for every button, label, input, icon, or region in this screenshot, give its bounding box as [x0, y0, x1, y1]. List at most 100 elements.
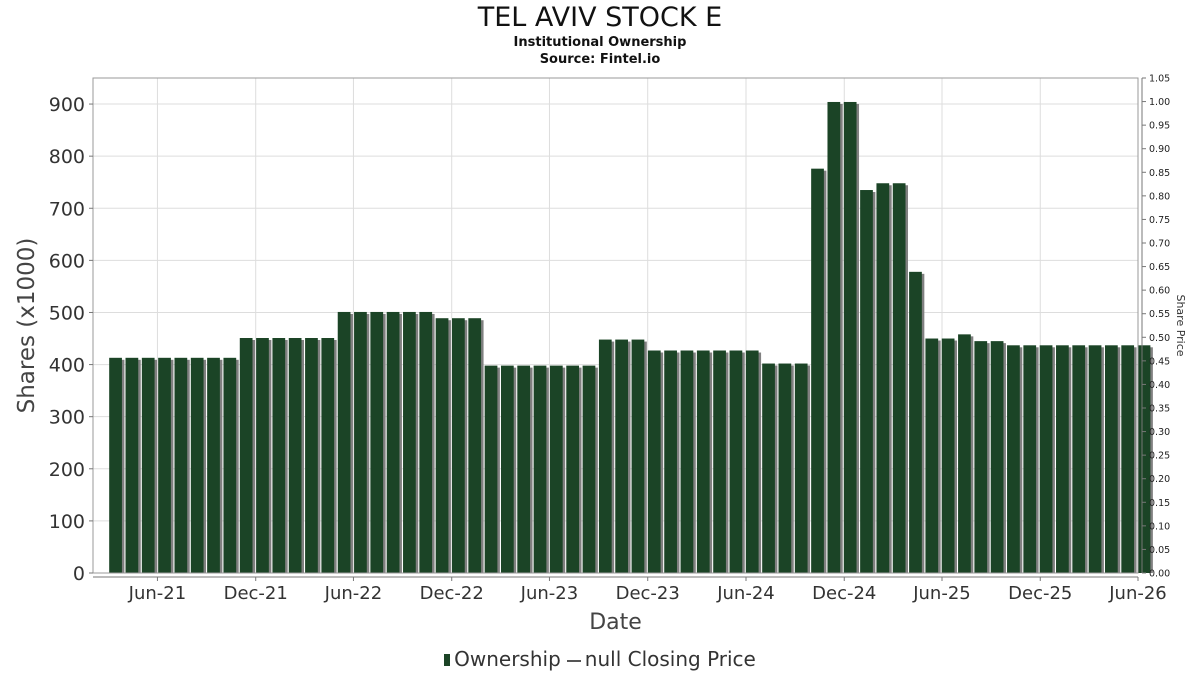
- y2-tick-label: 0.55: [1149, 309, 1170, 320]
- x-tick-label: Dec-22: [420, 583, 484, 604]
- x-tick-label: Jun-22: [324, 583, 383, 604]
- bar: [860, 190, 873, 574]
- bar: [500, 365, 514, 573]
- y2-tick-label: 0.00: [1149, 569, 1170, 580]
- y2-tick-label: 0.80: [1149, 191, 1170, 202]
- x-tick-label: Jun-24: [716, 583, 775, 604]
- y2-tick-label: 1.05: [1149, 74, 1170, 85]
- chart-title: TEL AVIV STOCK E: [477, 2, 723, 33]
- y-tick-label: 600: [49, 250, 85, 272]
- bar: [843, 101, 857, 574]
- x-tick-label: Jun-26: [1108, 583, 1167, 604]
- bar: [109, 357, 122, 573]
- y2-axis-label: Share Price: [1174, 294, 1187, 356]
- bar: [207, 357, 220, 573]
- bar: [1007, 345, 1020, 573]
- legend-ownership-swatch: [444, 654, 451, 666]
- legend-price-line: [566, 659, 581, 662]
- legend-ownership-label: Ownership: [454, 647, 561, 671]
- y-axis: 0 100 200 300 400 500 600 700 800 900: [49, 94, 93, 585]
- y2-tick-label: 0.35: [1149, 404, 1170, 415]
- y2-tick-label: 0.45: [1149, 356, 1170, 367]
- bar: [403, 311, 416, 573]
- y-axis-label: Shares (x1000): [14, 238, 40, 414]
- bar: [1137, 345, 1151, 573]
- y2-tick-label: 0.20: [1149, 474, 1170, 485]
- bar: [794, 363, 808, 573]
- legend-price-label: null Closing Price: [584, 647, 756, 671]
- bar: [256, 338, 269, 573]
- y-tick-label: 400: [49, 355, 85, 377]
- bar: [239, 338, 253, 573]
- bar: [517, 365, 531, 573]
- bar: [664, 350, 677, 573]
- y2-tick-label: 0.65: [1149, 262, 1170, 273]
- x-tick-label: Jun-23: [520, 583, 579, 604]
- bar: [354, 311, 367, 573]
- bar: [925, 338, 939, 573]
- bar: [958, 334, 971, 573]
- y2-tick-label: 0.85: [1149, 168, 1170, 179]
- legend: Ownership null Closing Price: [0, 647, 1200, 671]
- y2-tick-label: 0.90: [1149, 144, 1170, 155]
- y-tick-label: 100: [49, 511, 85, 533]
- x-tick-label: Jun-25: [912, 583, 971, 604]
- y-tick-label: 0: [73, 563, 85, 585]
- y2-tick-label: 0.10: [1149, 521, 1170, 532]
- bar: [435, 318, 449, 573]
- bar: [974, 341, 988, 573]
- bar: [468, 318, 482, 573]
- y-tick-label: 700: [49, 198, 85, 220]
- x-tick-label: Dec-25: [1008, 583, 1072, 604]
- bar: [696, 350, 710, 573]
- bar: [321, 338, 335, 573]
- y2-tick-label: 0.50: [1149, 333, 1170, 344]
- bar: [680, 350, 694, 573]
- x-axis: Jun-21 Dec-21 Jun-22 Dec-22 Jun-23 Dec-23 Jun-…: [93, 576, 1167, 604]
- bar: [778, 363, 792, 573]
- bar: [484, 365, 498, 573]
- bar: [386, 311, 400, 573]
- bar: [990, 341, 1004, 573]
- y2-tick-label: 0.70: [1149, 239, 1170, 250]
- y-tick-label: 900: [49, 94, 85, 116]
- bar: [223, 357, 237, 573]
- y2-tick-label: 0.25: [1149, 451, 1170, 462]
- y-tick-label: 800: [49, 146, 85, 168]
- bar: [190, 357, 204, 573]
- bar: [549, 365, 563, 573]
- bar: [1104, 345, 1118, 573]
- y2-tick-label: 0.75: [1149, 215, 1170, 226]
- bar: [158, 357, 171, 573]
- x-tick-label: Jun-21: [128, 583, 187, 604]
- chart-subtitle: Institutional Ownership: [513, 35, 687, 50]
- y2-tick-label: 0.05: [1149, 545, 1170, 556]
- bar: [272, 338, 286, 573]
- bar-series: [109, 101, 1153, 574]
- bar: [598, 339, 612, 573]
- y-tick-label: 300: [49, 407, 85, 429]
- bar: [892, 183, 906, 573]
- bar: [647, 350, 661, 573]
- ownership-chart: 0 100 200 300 400 500 600 700 800 900 0.00 0.05 0.1…: [14, 74, 1187, 636]
- plot-frame: [92, 77, 1139, 574]
- bar: [533, 365, 547, 573]
- bar: [762, 363, 775, 573]
- y-tick-label: 500: [49, 302, 85, 324]
- x-tick-label: Dec-24: [812, 583, 876, 604]
- x-tick-label: Dec-21: [224, 583, 288, 604]
- bar: [288, 338, 302, 573]
- bar: [941, 338, 955, 573]
- bar: [419, 311, 433, 573]
- bar: [745, 350, 759, 573]
- y2-tick-label: 0.40: [1149, 380, 1170, 391]
- bar: [370, 311, 384, 573]
- bar: [876, 183, 890, 573]
- bar: [615, 339, 628, 573]
- bar: [1121, 345, 1135, 573]
- x-tick-label: Dec-23: [616, 583, 680, 604]
- bar: [1056, 345, 1069, 573]
- bar: [566, 365, 580, 573]
- bar: [1072, 345, 1086, 573]
- bar: [631, 339, 645, 573]
